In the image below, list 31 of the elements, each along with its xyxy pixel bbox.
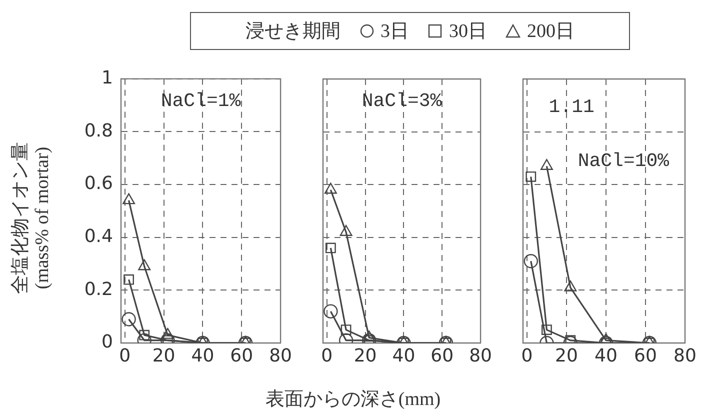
- y-tick-label: 0.4: [84, 226, 113, 247]
- x-tick-label: 40: [191, 345, 214, 366]
- x-tick-label: 80: [269, 345, 292, 366]
- legend-label: 3日: [380, 20, 409, 44]
- annotation: NaCl=10%: [578, 150, 670, 172]
- x-tick-label: 20: [555, 345, 578, 366]
- legend-label: 200日: [527, 20, 574, 44]
- y-tick-label: 0.8: [84, 120, 113, 142]
- annotation: NaCl=1%: [160, 90, 242, 112]
- x-tick-label: 0: [321, 345, 333, 366]
- y-axis-title: 全塩化物イオン量 (mass% of mortar): [10, 142, 54, 294]
- y-tick-label: 1: [102, 67, 113, 88]
- legend-title: 浸せき期間: [246, 20, 340, 44]
- y-tick-label: 0.6: [84, 173, 113, 194]
- x-tick-label: 0: [119, 345, 131, 366]
- x-tick-label: 60: [230, 345, 254, 366]
- x-axis-title: 表面からの深さ(mm): [264, 388, 442, 412]
- x-tick-label: 80: [469, 345, 492, 366]
- annotation: NaCl=3%: [362, 90, 442, 112]
- x-tick-label: 20: [152, 345, 176, 366]
- y-tick-label: 0: [102, 332, 113, 353]
- x-tick-label: 80: [674, 345, 696, 366]
- x-tick-label: 60: [430, 345, 454, 366]
- legend-label: 30日: [449, 20, 487, 44]
- x-tick-label: 0: [521, 345, 533, 366]
- x-tick-label: 40: [594, 345, 618, 366]
- x-tick-label: 20: [354, 345, 377, 366]
- x-tick-label: 60: [634, 345, 657, 366]
- y-tick-label: 0.2: [84, 278, 113, 300]
- x-tick-label: 40: [392, 345, 416, 366]
- annotation: 1.11: [548, 96, 594, 118]
